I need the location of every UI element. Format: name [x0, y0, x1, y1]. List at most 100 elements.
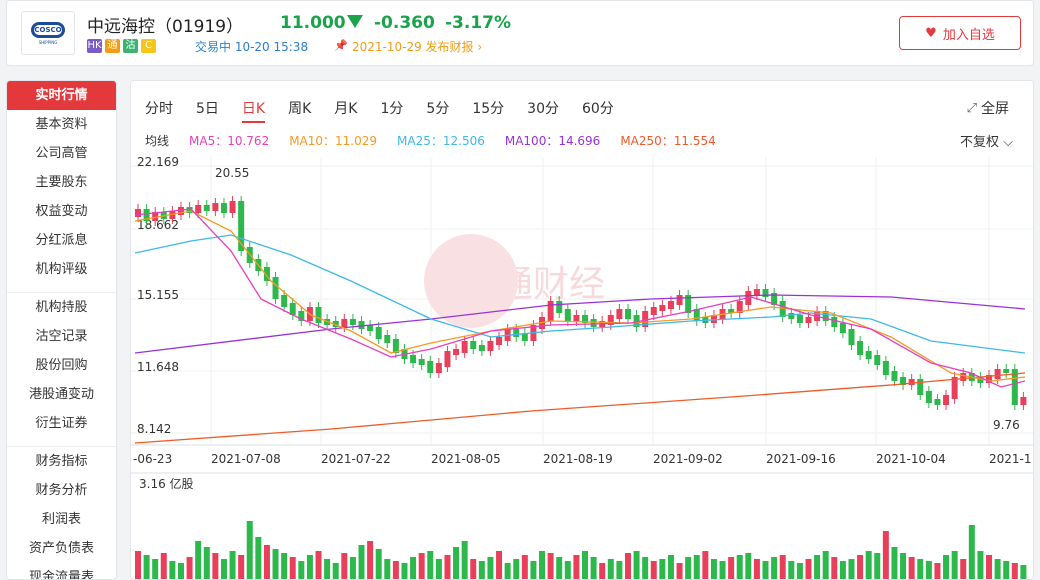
candle-body: [573, 315, 580, 321]
stock-tag: 沽: [123, 39, 138, 53]
candle-body: [435, 363, 442, 373]
tab-period[interactable]: 15分: [472, 101, 505, 117]
candle-body: [762, 289, 769, 297]
volume-bar: [607, 559, 614, 579]
volume-bar: [1011, 563, 1018, 579]
volume-bar: [831, 557, 838, 579]
chevron-down-icon: ⌵: [1003, 135, 1013, 150]
sidebar-item[interactable]: 沽空记录: [35, 329, 88, 344]
sidebar-item[interactable]: 现金流量表: [28, 570, 94, 580]
sidebar-item[interactable]: 利润表: [41, 512, 81, 527]
sidebar-item[interactable]: 衍生证券: [35, 416, 88, 431]
candle-body: [900, 377, 907, 385]
sidebar-item[interactable]: 基本资料: [35, 117, 88, 132]
volume-bar: [315, 551, 322, 579]
tab-period[interactable]: 5分: [426, 101, 450, 117]
candle-body: [925, 391, 932, 403]
candle-body: [152, 212, 159, 221]
sidebar-item[interactable]: 实时行情: [7, 81, 116, 110]
volume-bar: [143, 555, 150, 579]
ma250-line: [134, 372, 1026, 444]
tab-period[interactable]: 30分: [527, 101, 559, 117]
sidebar-item[interactable]: 主要股东: [35, 175, 88, 190]
candle-body: [513, 329, 520, 337]
stock-tag: 通: [105, 39, 120, 53]
volume-bar: [753, 559, 760, 579]
ma5-line: [134, 208, 1026, 388]
candle-body: [977, 377, 984, 383]
candle-body: [1003, 369, 1010, 373]
volume-bar: [332, 563, 339, 579]
sidebar-item[interactable]: 权益变动: [35, 204, 88, 219]
y-tick-label: 18.662: [137, 218, 179, 232]
candle-body: [934, 399, 941, 405]
candle-body: [891, 371, 898, 381]
volume-bar: [177, 563, 184, 579]
ma-value: MA5：10.762: [189, 134, 270, 148]
tab-period[interactable]: 日K: [241, 98, 266, 123]
candle-body: [418, 359, 425, 365]
volume-bar: [289, 557, 296, 579]
volume-bar: [152, 559, 159, 579]
volume-bar: [427, 551, 434, 579]
candle-body: [607, 315, 614, 325]
add-to-watchlist-button[interactable]: ♥ 加入自选: [899, 16, 1021, 50]
candle-body: [951, 377, 958, 399]
sidebar-item[interactable]: 公司高管: [35, 146, 88, 161]
sidebar-item[interactable]: 股份回购: [35, 358, 88, 373]
fullscreen-button[interactable]: ⤢ 全屏: [966, 100, 1009, 118]
sidebar-item[interactable]: 分红派息: [35, 233, 88, 248]
candle-body: [186, 207, 193, 213]
volume-bar: [874, 553, 881, 579]
tab-period[interactable]: 分时: [145, 101, 173, 117]
candle-body: [685, 295, 692, 313]
candle-body: [633, 315, 640, 327]
candle-body: [676, 295, 683, 305]
report-date-link[interactable]: 2021-10-29 发布财报 ›: [352, 40, 483, 54]
volume-bar: [762, 561, 769, 579]
candle-body: [272, 277, 279, 299]
volume-bar: [272, 549, 279, 579]
sidebar-item[interactable]: 财务指标: [35, 454, 88, 469]
volume-bar: [203, 547, 210, 579]
volume-bar: [470, 559, 477, 579]
volume-bar: [771, 557, 778, 579]
volume-bar: [650, 561, 657, 579]
sidebar-item[interactable]: 机构评级: [35, 262, 88, 277]
volume-bar: [1003, 561, 1010, 579]
sidebar-item[interactable]: 资产负债表: [28, 541, 94, 556]
y-tick-label: 11.648: [137, 360, 179, 374]
tab-period[interactable]: 5日: [196, 101, 219, 117]
volume-bar: [728, 557, 735, 579]
stock-header: COSCO SHIPPING 中远海控（01919） 11.000 -0.360…: [6, 0, 1034, 66]
volume-bar: [392, 561, 399, 579]
volume-bar: [710, 559, 717, 579]
volume-bar: [977, 551, 984, 579]
candle-body: [839, 323, 846, 333]
chart-panel: 分时 5日 日K 周K 月K 1分 5分 15分 30分 60分 ⤢ 全屏 均线 MA5：10.76…: [130, 80, 1034, 580]
sidebar-item[interactable]: 机构持股: [35, 300, 88, 315]
volume-bar: [160, 553, 167, 579]
sidebar-item[interactable]: 财务分析: [35, 483, 88, 498]
volume-bar: [968, 525, 975, 579]
sidebar-item[interactable]: 港股通变动: [28, 387, 94, 402]
candle-body: [650, 307, 657, 315]
volume-bar: [135, 551, 141, 579]
volume-bar: [298, 561, 305, 579]
adjust-dropdown[interactable]: 不复权 ⌵: [959, 135, 1013, 150]
x-tick-label: 2021-08-05: [431, 452, 501, 466]
candle-body: [487, 341, 494, 351]
volume-bar: [667, 555, 674, 579]
volume-bar: [659, 559, 666, 579]
volume-bar: [306, 555, 313, 579]
volume-bar: [556, 557, 563, 579]
tab-period[interactable]: 周K: [288, 101, 312, 117]
volume-bar: [934, 563, 941, 579]
volume-bar: [453, 547, 460, 579]
tab-period[interactable]: 1分: [380, 101, 404, 117]
volume-bar: [943, 555, 950, 579]
tab-period[interactable]: 60分: [581, 101, 614, 117]
candle-body: [135, 209, 141, 217]
tab-period[interactable]: 月K: [334, 101, 358, 117]
